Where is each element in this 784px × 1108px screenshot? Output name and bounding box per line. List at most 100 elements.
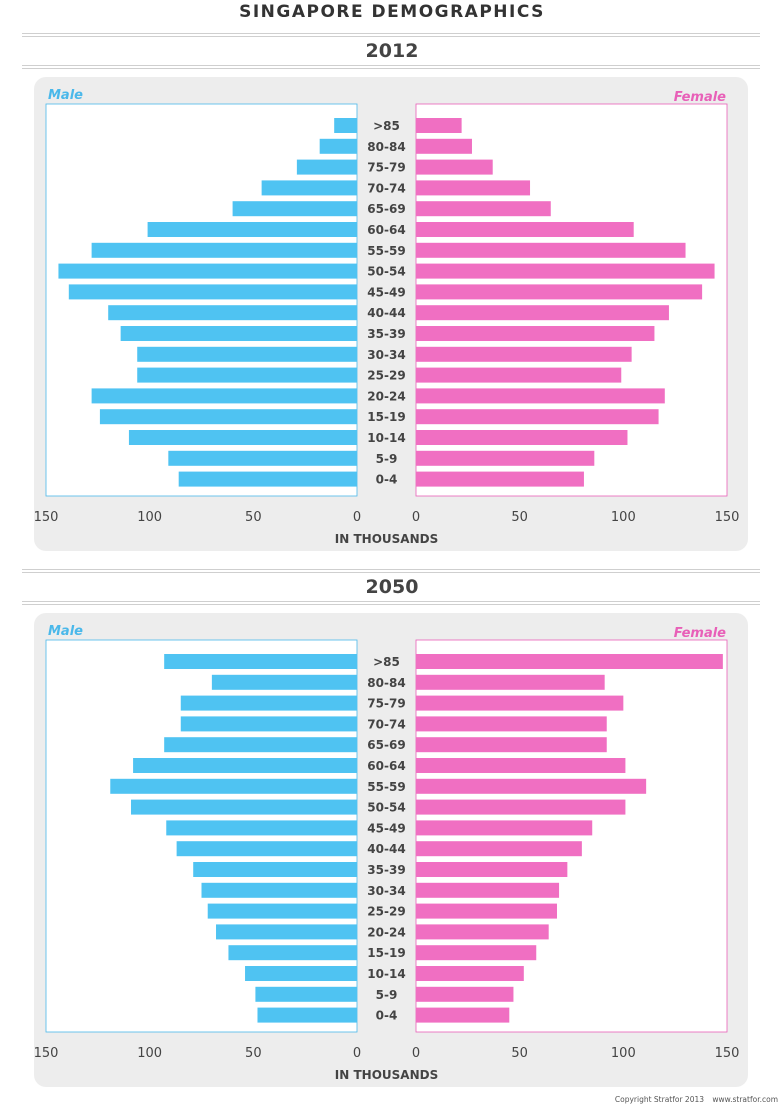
- bar-male-45-49: [166, 820, 357, 836]
- bar-male-10-14: [245, 966, 357, 981]
- bar-male-25-29: [207, 903, 357, 919]
- bar-male-40-44: [176, 841, 357, 857]
- age-label-45-49: 45-49: [367, 821, 405, 835]
- bar-female-60-64: [416, 758, 626, 773]
- age-label-5-9: 5-9: [376, 452, 398, 466]
- bar-male-80-84: [211, 674, 357, 690]
- age-label-15-19: 15-19: [367, 946, 405, 960]
- bar-female-30-34: [416, 882, 560, 898]
- x-axis-label: IN THOUSANDS: [335, 1068, 438, 1082]
- bar-male-60-64: [133, 758, 357, 773]
- tick-male-100: 100: [137, 510, 162, 525]
- bar-male-65-69: [232, 201, 357, 217]
- age-label-50-54: 50-54: [367, 801, 405, 815]
- bar-female-75-79: [416, 159, 493, 175]
- bar-female-45-49: [416, 284, 703, 300]
- tick-female-150: 150: [715, 510, 740, 525]
- bar-male->85: [164, 654, 357, 669]
- age-label-55-59: 55-59: [367, 780, 405, 794]
- bar-male-10-14: [128, 430, 357, 445]
- age-label-35-39: 35-39: [367, 863, 405, 877]
- age-label-50-54: 50-54: [367, 265, 405, 279]
- footer-credits: Copyright Stratfor 2013 www.stratfor.com: [609, 1095, 778, 1104]
- bar-female-80-84: [416, 674, 605, 690]
- age-label->85: >85: [373, 655, 400, 669]
- bar-female-10-14: [416, 430, 628, 445]
- tick-male-50: 50: [245, 510, 262, 525]
- bar-male-80-84: [319, 138, 357, 154]
- age-label-30-34: 30-34: [367, 348, 405, 362]
- age-label-30-34: 30-34: [367, 884, 405, 898]
- bar-male-65-69: [164, 737, 357, 753]
- bar-male-55-59: [110, 778, 357, 794]
- bar-male-25-29: [137, 367, 357, 383]
- bar-male-20-24: [216, 924, 357, 940]
- bar-male-60-64: [147, 222, 357, 237]
- chart-2012: Male Female >85 80-84 75-79 70-74 65-69 60-64 55…: [34, 88, 740, 546]
- bar-female-70-74: [416, 180, 531, 196]
- bar-female-40-44: [416, 305, 669, 321]
- age-label-40-44: 40-44: [367, 842, 405, 856]
- age-label-65-69: 65-69: [367, 202, 405, 216]
- bar-female-40-44: [416, 841, 582, 857]
- bar-male-50-54: [58, 263, 357, 279]
- website-text: www.stratfor.com: [712, 1095, 778, 1104]
- age-label-10-14: 10-14: [367, 431, 405, 445]
- bar-female-30-34: [416, 346, 632, 362]
- bar-female-35-39: [416, 862, 568, 877]
- bar-male->85: [334, 118, 357, 133]
- chart-2012-title: 2012: [365, 40, 419, 62]
- chart-2012-panel: Male Female >85 80-84 75-79 70-74 65-69 60-64 55…: [34, 77, 748, 551]
- bar-female-25-29: [416, 903, 557, 919]
- bar-male-70-74: [261, 180, 357, 196]
- bar-female-5-9: [416, 450, 595, 466]
- bar-male-35-39: [120, 326, 357, 341]
- legend-male: Male: [48, 88, 83, 103]
- age-label-80-84: 80-84: [367, 140, 405, 154]
- chart-2050-panel: Male Female >85 80-84 75-79 70-74 65-69 60-64 55…: [34, 613, 748, 1087]
- tick-female-100: 100: [611, 510, 636, 525]
- bar-male-20-24: [91, 388, 357, 404]
- bar-female-20-24: [416, 388, 665, 404]
- bar-male-55-59: [91, 242, 357, 258]
- bar-female-0-4: [416, 471, 584, 487]
- bar-male-5-9: [255, 986, 357, 1002]
- bar-male-5-9: [168, 450, 357, 466]
- bar-male-40-44: [108, 305, 357, 321]
- bar-male-75-79: [296, 159, 357, 175]
- bar-male-45-49: [68, 284, 357, 300]
- age-label->85: >85: [373, 119, 400, 133]
- bar-male-30-34: [201, 882, 357, 898]
- copyright-text: Copyright Stratfor 2013: [614, 1095, 705, 1104]
- age-label-15-19: 15-19: [367, 410, 405, 424]
- age-label-0-4: 0-4: [376, 1009, 398, 1023]
- tick-male-0: 0: [353, 510, 361, 525]
- tick-female-0: 0: [412, 510, 420, 525]
- age-label-25-29: 25-29: [367, 905, 405, 919]
- age-label-35-39: 35-39: [367, 327, 405, 341]
- bar-female-50-54: [416, 263, 715, 279]
- bar-female-25-29: [416, 367, 622, 383]
- age-label-75-79: 75-79: [367, 697, 405, 711]
- tick-male-150: 150: [34, 1046, 58, 1061]
- divider: [22, 601, 760, 605]
- x-axis-label: IN THOUSANDS: [335, 532, 438, 546]
- legend-male: Male: [48, 624, 83, 639]
- bar-female-5-9: [416, 986, 514, 1002]
- age-label-20-24: 20-24: [367, 389, 405, 403]
- bar-female-20-24: [416, 924, 549, 940]
- bar-female-65-69: [416, 201, 551, 217]
- bar-female-60-64: [416, 222, 634, 237]
- bar-female-45-49: [416, 820, 593, 836]
- age-label-20-24: 20-24: [367, 925, 405, 939]
- tick-female-50: 50: [511, 510, 528, 525]
- tick-male-100: 100: [137, 1046, 162, 1061]
- divider: [22, 569, 760, 573]
- age-label-25-29: 25-29: [367, 369, 405, 383]
- bar-female-15-19: [416, 945, 537, 961]
- bar-male-35-39: [193, 862, 357, 877]
- tick-male-150: 150: [34, 510, 58, 525]
- age-label-65-69: 65-69: [367, 738, 405, 752]
- page-title: SINGAPORE DEMOGRAPHICS: [239, 2, 545, 22]
- bar-female-80-84: [416, 138, 472, 154]
